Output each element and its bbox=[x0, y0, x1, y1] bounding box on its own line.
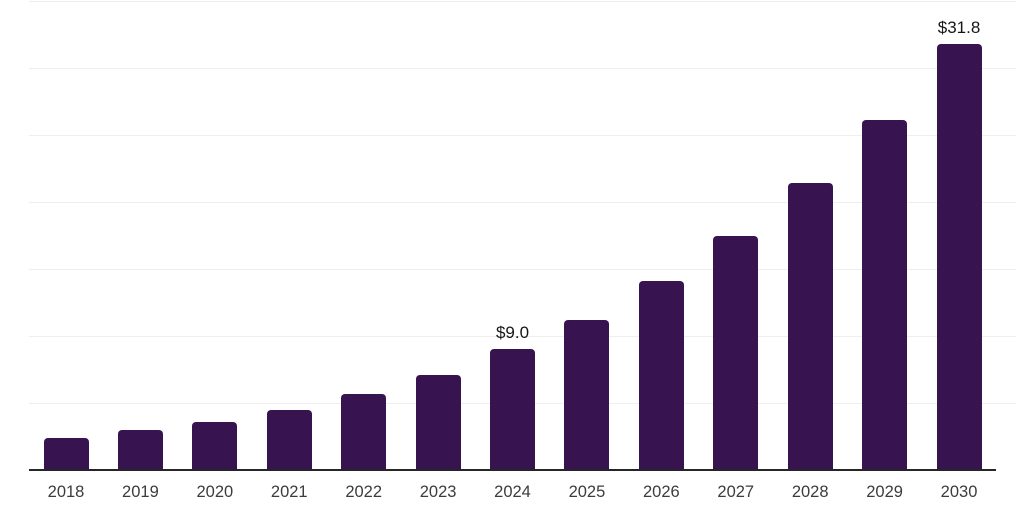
x-axis-label-2023: 2023 bbox=[419, 483, 457, 501]
bar-2023 bbox=[415, 374, 461, 470]
x-axis-label-2018: 2018 bbox=[47, 483, 85, 501]
gridline-35 bbox=[29, 1, 1016, 2]
x-axis-label-2029: 2029 bbox=[866, 483, 903, 501]
gridline-25 bbox=[29, 135, 1016, 136]
bar-2026 bbox=[638, 281, 684, 470]
bar-2020 bbox=[192, 421, 238, 470]
gridline-10 bbox=[29, 336, 1016, 337]
x-axis-label-2022: 2022 bbox=[345, 483, 383, 501]
bar-2029 bbox=[862, 120, 908, 470]
gridline-20 bbox=[29, 202, 1016, 203]
value-label-2024: $9.0 bbox=[495, 323, 530, 343]
gridline-30 bbox=[29, 68, 1016, 69]
bar-2025 bbox=[564, 319, 610, 470]
bar-2030 bbox=[936, 43, 982, 470]
x-axis-label-2025: 2025 bbox=[568, 483, 606, 501]
bar-2022 bbox=[341, 393, 387, 470]
x-axis-label-2030: 2030 bbox=[940, 483, 978, 501]
bar-2028 bbox=[787, 183, 833, 470]
x-axis-label-2027: 2027 bbox=[717, 483, 755, 501]
x-axis-label-2026: 2026 bbox=[643, 483, 680, 501]
x-axis-label-2028: 2028 bbox=[791, 483, 829, 501]
bar-2021 bbox=[266, 409, 312, 470]
x-axis-label-2021: 2021 bbox=[270, 483, 308, 501]
bar-2024 bbox=[490, 349, 536, 470]
x-axis-line bbox=[29, 469, 996, 471]
bar-2027 bbox=[713, 235, 759, 470]
x-axis-label-2024: 2024 bbox=[494, 483, 531, 501]
x-axis-label-2019: 2019 bbox=[122, 483, 159, 501]
x-axis-label-2020: 2020 bbox=[196, 483, 234, 501]
value-label-2030: $31.8 bbox=[937, 17, 981, 37]
gridline-15 bbox=[29, 269, 1016, 270]
bar-2019 bbox=[117, 429, 163, 470]
bar-2018 bbox=[43, 437, 89, 470]
